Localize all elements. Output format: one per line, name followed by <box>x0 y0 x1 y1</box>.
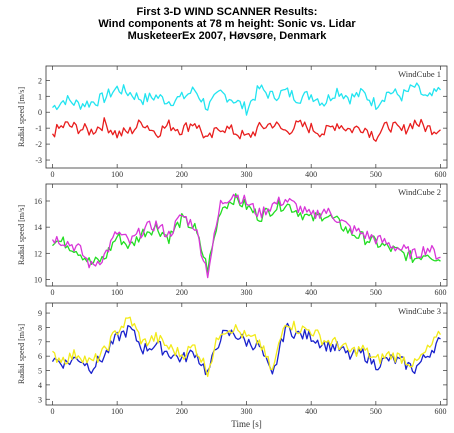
panel-3: 0 100 200 300 400 500 600 3 4 5 6 7 8 9 Radial speed [… <box>17 302 448 429</box>
series-line-2 <box>51 193 441 279</box>
y-tick-label: 3 <box>38 395 42 404</box>
x-tick-label: 100 <box>111 170 123 179</box>
panel-label: WindCube 1 <box>398 69 441 79</box>
title-line-2: Wind components at 78 m height: Sonic vs… <box>98 18 356 30</box>
series-line-2 <box>52 316 442 378</box>
panel-label: WindCube 2 <box>398 187 441 197</box>
series-line-1 <box>52 193 441 274</box>
y-tick-label: 9 <box>38 309 42 318</box>
y-tick-label: 4 <box>38 381 42 390</box>
series-line-1 <box>52 82 441 116</box>
y-tick-label: 1 <box>38 92 42 101</box>
y-tick-label: 12 <box>34 249 42 258</box>
chart-title: First 3-D WIND SCANNER Results: Wind com… <box>0 6 454 42</box>
x-tick-label: 500 <box>370 170 382 179</box>
y-axis-label: Radial speed [m/s] <box>17 205 26 265</box>
x-tick-label: 500 <box>370 407 382 416</box>
panel-label: WindCube 3 <box>398 306 441 316</box>
series-line-2 <box>51 117 441 142</box>
x-tick-label: 300 <box>241 170 253 179</box>
plot-frame <box>45 183 448 287</box>
x-tick-label: 600 <box>435 288 447 297</box>
title-line-1: First 3-D WIND SCANNER Results: <box>136 6 318 18</box>
y-tick-label: 16 <box>34 197 42 206</box>
x-tick-label: 400 <box>305 407 317 416</box>
plot-frame <box>45 65 448 169</box>
x-tick-label: 0 <box>50 170 54 179</box>
y-axis-label: Radial speed [m/s] <box>17 324 26 384</box>
y-tick-label: 6 <box>38 352 42 361</box>
y-tick-label: 2 <box>38 76 42 85</box>
x-tick-label: 0 <box>50 407 54 416</box>
panel-1: 0 100 200 300 400 500 600 -3 -2 -1 0 1 2 Radial speed… <box>17 65 448 179</box>
series-line-1 <box>51 322 441 376</box>
x-tick-label: 100 <box>111 407 123 416</box>
y-tick-label: 14 <box>34 223 42 232</box>
x-tick-label: 0 <box>50 288 54 297</box>
x-tick-label: 300 <box>241 407 253 416</box>
x-tick-label: 200 <box>176 407 188 416</box>
y-tick-label: 8 <box>38 323 42 332</box>
y-tick-label: -3 <box>35 156 42 165</box>
y-tick-label: 0 <box>38 108 42 117</box>
x-tick-label: 500 <box>370 288 382 297</box>
y-tick-label: 5 <box>38 367 42 376</box>
x-tick-label: 100 <box>111 288 123 297</box>
y-tick-label: 10 <box>34 275 42 284</box>
x-axis-label: Time [s] <box>231 419 261 429</box>
x-tick-label: 600 <box>435 407 447 416</box>
x-tick-label: 400 <box>305 288 317 297</box>
panel-2: 0 100 200 300 400 500 600 10 12 14 16 Radial speed … <box>17 183 448 297</box>
y-tick-label: -1 <box>35 124 42 133</box>
y-tick-label: 7 <box>38 338 42 347</box>
x-tick-label: 200 <box>176 288 188 297</box>
y-tick-label: -2 <box>35 140 42 149</box>
x-tick-label: 300 <box>241 288 253 297</box>
y-axis-label: Radial speed [m/s] <box>17 87 26 147</box>
x-tick-label: 400 <box>305 170 317 179</box>
x-tick-label: 200 <box>176 170 188 179</box>
title-line-3: MusketeerEx 2007, Høvsøre, Denmark <box>127 30 327 42</box>
x-tick-label: 600 <box>435 170 447 179</box>
